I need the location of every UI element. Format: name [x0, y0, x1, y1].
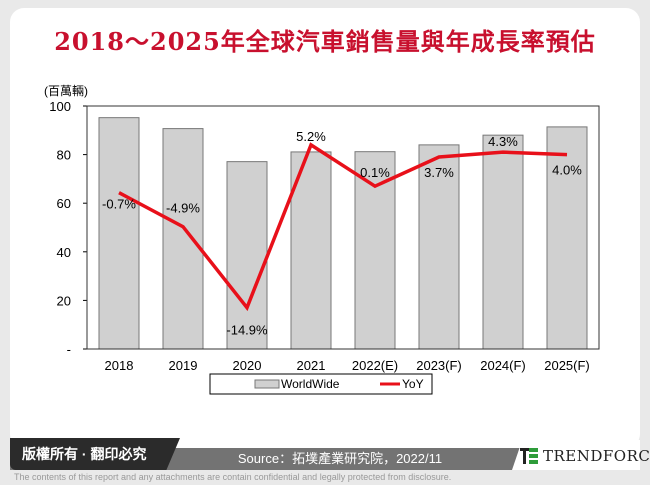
yoy-data-label: 0.1%: [360, 165, 390, 180]
x-tick-label: 2023(F): [416, 358, 462, 373]
legend-label-worldwide: WorldWide: [281, 377, 340, 391]
bar-2020: [226, 161, 268, 350]
y-tick-label: 20: [57, 293, 71, 308]
x-tick-label: 2021: [297, 358, 326, 373]
bar-2024(F): [482, 134, 524, 350]
yoy-data-label: 5.2%: [296, 129, 326, 144]
x-tick-label: 2020: [233, 358, 262, 373]
x-tick-label: 2024(F): [480, 358, 526, 373]
y-tick-label: 100: [49, 99, 71, 114]
y-tick-label: 80: [57, 148, 71, 163]
y-tick-label: -: [67, 342, 71, 357]
plot-frame: [86, 105, 600, 350]
yoy-data-label: -14.9%: [226, 323, 268, 338]
legend-label-yoy: YoY: [402, 377, 424, 391]
disclaimer: The contents of this report and any atta…: [14, 472, 452, 482]
trendforce-logo: TRENDFORCE: [543, 447, 650, 465]
y-tick-label: 40: [57, 245, 71, 260]
x-tick-label: 2022(E): [352, 358, 398, 373]
yoy-data-label: 4.0%: [552, 163, 582, 178]
trendforce-logo-icon: [520, 448, 538, 464]
x-tick-label: 2025(F): [544, 358, 590, 373]
page-title: 2018～2025年全球汽車銷售量與年成長率預估: [54, 27, 596, 56]
legend-swatch-worldwide: [254, 379, 280, 389]
bar-2019: [162, 128, 204, 350]
y-tick-label: 60: [57, 196, 71, 211]
y-axis-label: (百萬輛): [44, 84, 88, 98]
yoy-data-label: 4.3%: [488, 134, 518, 149]
bar-2018: [98, 117, 140, 350]
copyright-label: 版權所有 · 翻印必究: [10, 438, 180, 470]
legend: [209, 373, 433, 395]
x-tick-label: 2019: [169, 358, 198, 373]
bar-2023(F): [418, 144, 460, 350]
yoy-data-label: -4.9%: [166, 201, 200, 216]
x-tick-label: 2018: [105, 358, 134, 373]
yoy-data-label: 3.7%: [424, 165, 454, 180]
yoy-data-label: -0.7%: [102, 197, 136, 212]
bar-2025(F): [546, 126, 588, 350]
yoy-line: [118, 142, 568, 312]
source-text: Source：拓墣產業研究院，2022/11: [237, 451, 443, 466]
bar-2021: [290, 151, 332, 350]
